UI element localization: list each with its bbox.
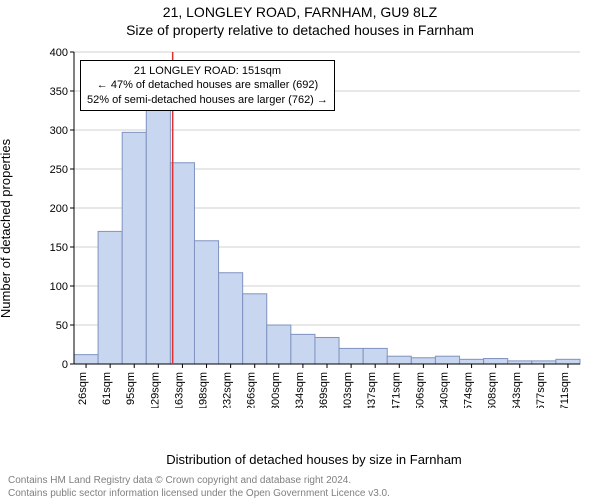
footer-attribution: Contains HM Land Registry data © Crown c… [8, 475, 390, 500]
y-axis-label: Number of detached properties [0, 138, 14, 317]
svg-text:150: 150 [50, 242, 68, 254]
footer-line-1: Contains HM Land Registry data © Crown c… [8, 475, 390, 488]
svg-text:266sqm: 266sqm [246, 372, 258, 408]
svg-text:540sqm: 540sqm [438, 372, 450, 408]
svg-text:100: 100 [50, 281, 68, 293]
svg-text:0: 0 [62, 359, 68, 371]
svg-text:350: 350 [50, 86, 68, 98]
annotation-callout: 21 LONGLEY ROAD: 151sqm← 47% of detached… [80, 60, 335, 111]
svg-text:129sqm: 129sqm [149, 372, 161, 408]
footer-line-2: Contains public sector information licen… [8, 488, 390, 501]
svg-text:232sqm: 232sqm [222, 372, 234, 408]
svg-text:643sqm: 643sqm [511, 372, 523, 408]
svg-text:198sqm: 198sqm [198, 372, 210, 408]
svg-text:403sqm: 403sqm [342, 372, 354, 408]
svg-text:677sqm: 677sqm [535, 372, 547, 408]
svg-text:369sqm: 369sqm [318, 372, 330, 408]
svg-text:50: 50 [56, 320, 68, 332]
y-axis-label-wrap: Number of detached properties [0, 48, 14, 408]
callout-line: ← 47% of detached houses are smaller (69… [87, 78, 328, 92]
svg-text:711sqm: 711sqm [559, 372, 571, 408]
svg-text:61sqm: 61sqm [101, 372, 113, 405]
svg-text:608sqm: 608sqm [487, 372, 499, 408]
svg-text:471sqm: 471sqm [390, 372, 402, 408]
svg-text:95sqm: 95sqm [125, 372, 137, 405]
callout-line: 52% of semi-detached houses are larger (… [87, 93, 328, 107]
svg-text:163sqm: 163sqm [173, 372, 185, 408]
svg-text:437sqm: 437sqm [366, 372, 378, 408]
svg-text:400: 400 [50, 48, 68, 59]
page-title-1: 21, LONGLEY ROAD, FARNHAM, GU9 8LZ [0, 4, 600, 20]
callout-line: 21 LONGLEY ROAD: 151sqm [87, 64, 328, 78]
x-axis-label: Distribution of detached houses by size … [44, 452, 584, 467]
page-title-2: Size of property relative to detached ho… [0, 22, 600, 38]
svg-text:250: 250 [50, 164, 68, 176]
svg-text:300: 300 [50, 125, 68, 137]
svg-text:574sqm: 574sqm [463, 372, 475, 408]
svg-text:506sqm: 506sqm [414, 372, 426, 408]
svg-text:300sqm: 300sqm [270, 372, 282, 408]
svg-text:200: 200 [50, 203, 68, 215]
svg-text:26sqm: 26sqm [77, 372, 89, 405]
svg-text:334sqm: 334sqm [294, 372, 306, 408]
